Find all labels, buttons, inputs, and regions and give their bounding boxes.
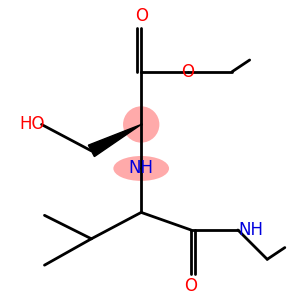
Circle shape: [123, 106, 159, 143]
Text: O: O: [135, 7, 148, 25]
Text: HO: HO: [19, 116, 44, 134]
Text: NH: NH: [238, 221, 263, 239]
Text: O: O: [182, 63, 195, 81]
Polygon shape: [88, 124, 141, 157]
Text: O: O: [184, 277, 197, 295]
Ellipse shape: [113, 156, 169, 181]
Text: NH: NH: [129, 159, 154, 177]
